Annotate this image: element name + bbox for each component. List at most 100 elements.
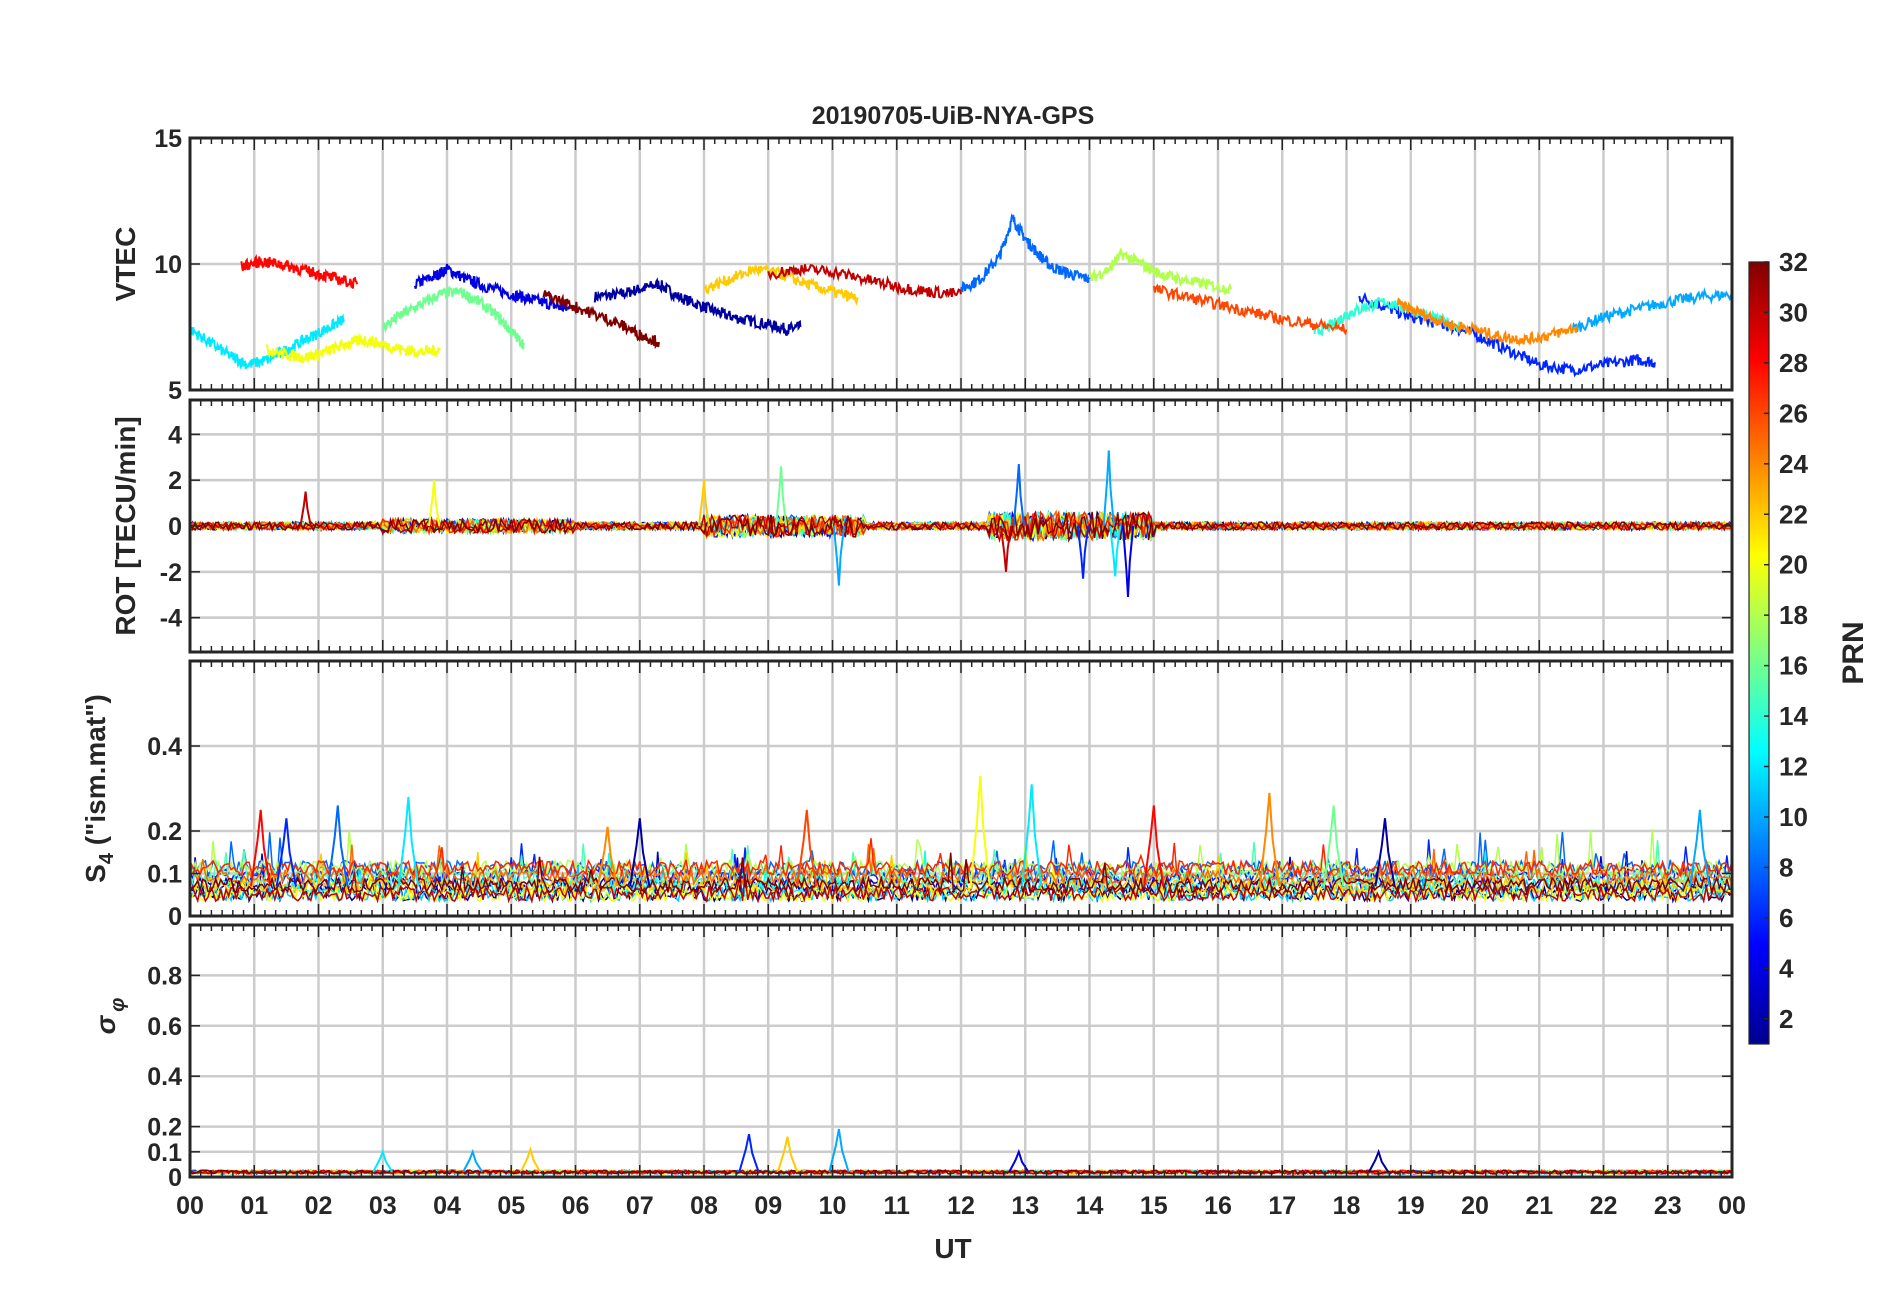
x-tick-label: 12 — [947, 1192, 975, 1220]
y-tick-label: 2 — [168, 467, 182, 495]
peak-mark — [372, 1148, 394, 1173]
series-line-prn-14 — [1313, 297, 1464, 337]
series-line-prn-15 — [190, 840, 1732, 887]
peak-mark — [1374, 818, 1396, 887]
peak-mark — [969, 775, 991, 887]
y-label-subscript: φ — [107, 998, 129, 1012]
x-tick-label: 06 — [562, 1192, 590, 1220]
colorbar-tick-label: 14 — [1779, 701, 1808, 731]
peak-mark — [776, 1136, 799, 1173]
y-tick-label: -2 — [160, 559, 182, 587]
peak-mark — [1368, 1148, 1390, 1173]
colorbar-tick-label: 22 — [1779, 499, 1808, 529]
y-axis-label: S4 ("ism.mat") — [80, 694, 118, 883]
series-line-prn-10 — [1570, 287, 1732, 334]
y-tick-label: 15 — [154, 125, 182, 153]
series-line-prn-26 — [1152, 283, 1348, 336]
x-tick-label: 07 — [626, 1192, 654, 1220]
y-label-subscript: 4 — [96, 852, 118, 864]
series-line-prn-32 — [542, 290, 660, 350]
data-layer — [190, 775, 1732, 904]
colorbar-tick-label: 16 — [1779, 651, 1808, 681]
series-line-prn-30 — [190, 871, 1732, 904]
peak-mark — [1323, 805, 1345, 887]
series-line-prn-20 — [266, 332, 442, 365]
peak-mark — [832, 525, 846, 586]
y-tick-label: 0.4 — [147, 1063, 182, 1091]
colorbar-tick-label: 10 — [1779, 802, 1808, 832]
colorbar-tick-label: 8 — [1779, 852, 1793, 882]
peak-mark — [299, 491, 312, 527]
peak-mark — [597, 826, 619, 887]
y-axis-label: σφ — [90, 998, 129, 1035]
x-tick-label: 00 — [1718, 1192, 1746, 1220]
y-axis-label: VTEC — [110, 227, 141, 302]
x-tick-label: 01 — [240, 1192, 268, 1220]
data-layer — [190, 450, 1732, 598]
y-tick-label: 0 — [168, 1164, 182, 1192]
panel-ROT: -4 -2 0 2 4 ROT [TECU/min] — [110, 398, 1734, 654]
peak-mark — [428, 480, 441, 527]
peak-mark — [1012, 464, 1025, 527]
x-tick-label: 18 — [1333, 1192, 1361, 1220]
colorbar-tick-label: 32 — [1779, 247, 1808, 277]
peak-mark — [1102, 450, 1115, 527]
x-tick-label: 02 — [305, 1192, 333, 1220]
series-line-prn-12 — [190, 313, 346, 370]
colorbar-tick-label: 20 — [1779, 550, 1808, 580]
peak-mark — [1121, 525, 1135, 598]
y-tick-label: 0.2 — [147, 818, 182, 846]
y-label-part: S — [80, 864, 111, 883]
data-layer — [190, 213, 1732, 378]
series-line-prn-24 — [1396, 297, 1579, 347]
x-tick-label: 15 — [1140, 1192, 1168, 1220]
x-tick-label: 13 — [1011, 1192, 1039, 1220]
peak-mark — [1258, 792, 1280, 887]
x-tick-label: 00 — [176, 1192, 204, 1220]
peak-mark — [775, 466, 788, 527]
peak-mark — [462, 1148, 484, 1173]
series-line-prn-16 — [382, 285, 526, 350]
x-axis-label: UT — [934, 1233, 971, 1264]
x-tick-label: 04 — [433, 1192, 461, 1220]
x-tick-label: 10 — [819, 1192, 847, 1220]
peak-mark — [397, 796, 420, 887]
series-line-prn-28 — [240, 254, 359, 289]
y-tick-label: 0.8 — [147, 962, 182, 990]
colorbar-tick-label: 24 — [1779, 449, 1808, 479]
y-tick-label: 0.4 — [147, 733, 182, 761]
peak-mark — [999, 525, 1013, 572]
y-label-part: ("ism.mat") — [80, 694, 111, 853]
peak-mark — [796, 809, 818, 887]
colorbar-tick-label: 28 — [1779, 348, 1808, 378]
colorbar-gradient — [1748, 261, 1770, 1045]
peak-mark — [1109, 525, 1122, 577]
colorbar-tick-label: 4 — [1779, 953, 1794, 983]
panel-S4: 0 0.1 0.2 0.4 S4 ("ism.mat") — [80, 659, 1734, 931]
peak-mark — [250, 809, 272, 887]
peak-mark — [275, 818, 297, 887]
peak-mark — [738, 1133, 760, 1173]
x-tick-label: 17 — [1268, 1192, 1296, 1220]
series-line-prn-32 — [190, 511, 1732, 544]
x-tick-label: 08 — [690, 1192, 718, 1220]
y-tick-label: 5 — [168, 377, 182, 405]
series-line-prn-25 — [190, 843, 1732, 887]
peak-mark — [1689, 809, 1711, 887]
y-tick-label: 0 — [168, 513, 182, 541]
colorbar-tick-label: 30 — [1779, 297, 1808, 327]
x-tick-label: 19 — [1397, 1192, 1425, 1220]
peak-mark — [697, 480, 711, 527]
colorbar-tick-label: 12 — [1779, 752, 1808, 782]
x-tick-label: 21 — [1525, 1192, 1553, 1220]
series-line-prn-22 — [190, 851, 1732, 896]
series-line-prn-30 — [767, 264, 962, 299]
x-tick-label: 11 — [884, 1192, 911, 1220]
y-tick-label: 0.1 — [147, 1139, 182, 1167]
y-tick-label: -4 — [160, 605, 182, 633]
colorbar-tick-label: 6 — [1779, 903, 1793, 933]
series-line-prn-27 — [190, 838, 1732, 878]
